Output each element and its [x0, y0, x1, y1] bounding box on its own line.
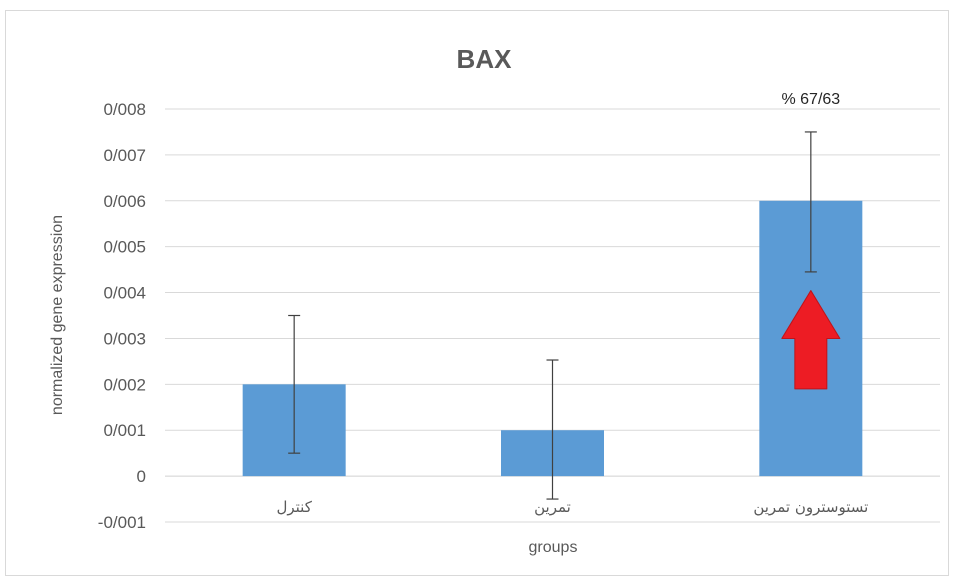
error-bars — [288, 131, 817, 500]
error-bar — [804, 131, 817, 273]
x-tick-label: کنترل — [276, 498, 312, 516]
x-axis-label: groups — [529, 539, 578, 556]
y-tick-label: 0/003 — [103, 329, 146, 348]
y-tick-label: 0/006 — [103, 192, 146, 211]
y-tick-labels: -0/001 0 0/001 0/002 0/003 0/004 0/005 0/006 0/0… — [98, 100, 146, 532]
chart-title: BAX — [457, 44, 513, 74]
y-tick-label: 0/008 — [103, 100, 146, 119]
x-tick-labels: کنترل تمرین تستوسترون تمرین — [276, 498, 868, 516]
up-arrow-icon — [781, 290, 841, 390]
y-tick-label: 0/007 — [103, 146, 146, 165]
y-tick-label: 0/004 — [103, 284, 146, 303]
bar-annotation: % 67/63 — [781, 91, 840, 108]
error-bar — [546, 359, 559, 500]
error-bar — [288, 314, 301, 454]
y-axis-label: normalized gene expression — [49, 215, 66, 415]
y-tick-label: 0/005 — [103, 238, 146, 257]
y-tick-label: 0/001 — [103, 421, 146, 440]
y-tick-label: -0/001 — [98, 513, 146, 532]
x-tick-label: تستوسترون تمرین — [753, 498, 868, 516]
x-tick-label: تمرین — [534, 498, 571, 516]
y-tick-label: 0/002 — [103, 375, 146, 394]
y-tick-label: 0 — [137, 467, 146, 486]
